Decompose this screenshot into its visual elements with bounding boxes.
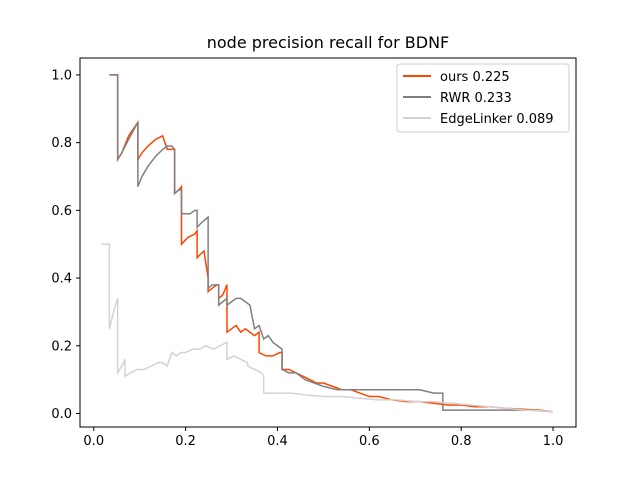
y-tick-label: 0.8 xyxy=(51,136,72,151)
x-tick-label: 0.4 xyxy=(267,434,288,449)
x-tick-label: 0.8 xyxy=(451,434,472,449)
y-tick-label: 0.0 xyxy=(51,407,72,422)
x-tick-label: 1.0 xyxy=(543,434,564,449)
series-line-2 xyxy=(101,243,554,413)
x-tick-label: 0.2 xyxy=(175,434,196,449)
y-tick-label: 0.2 xyxy=(51,339,72,354)
legend-box xyxy=(396,63,570,133)
y-tick-label: 1.0 xyxy=(51,68,72,83)
plot-frame xyxy=(79,57,577,428)
series-line-1 xyxy=(109,74,554,413)
y-tick-label: 0.6 xyxy=(51,204,72,219)
legend-label-0: ours 0.225 xyxy=(440,70,510,85)
legend-label-1: RWR 0.233 xyxy=(440,91,512,106)
x-tick-label: 0.0 xyxy=(83,434,104,449)
y-tick-label: 0.4 xyxy=(51,272,72,287)
x-tick-label: 0.6 xyxy=(359,434,380,449)
legend-label-2: EdgeLinker 0.089 xyxy=(440,112,554,127)
series-line-0 xyxy=(109,74,554,413)
chart-title: node precision recall for BDNF xyxy=(207,33,449,52)
legend: ours 0.225 RWR 0.233 EdgeLinker 0.089 xyxy=(396,63,570,133)
